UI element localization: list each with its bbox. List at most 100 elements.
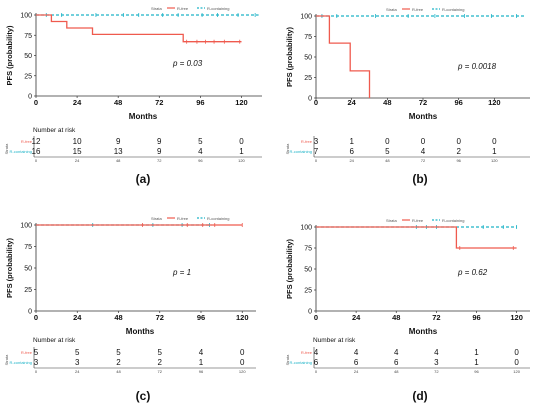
- risk-tick-label: 24: [354, 369, 359, 374]
- legend-label: R-containing: [442, 218, 464, 223]
- risk-value: 4: [434, 348, 439, 357]
- risk-value: 0: [492, 137, 497, 146]
- risk-tick-label: 72: [434, 369, 439, 374]
- x-tick-label: 96: [196, 98, 204, 107]
- risk-value: 7: [314, 147, 319, 156]
- legend-label: R-free: [412, 7, 424, 12]
- risk-table-title: Number at risk: [33, 337, 76, 344]
- risk-row-label: R-containing: [290, 360, 312, 365]
- risk-tick-label: 72: [157, 158, 162, 163]
- x-tick-label: 72: [419, 98, 427, 107]
- risk-value: 1: [199, 358, 204, 367]
- risk-value: 9: [157, 147, 162, 156]
- y-tick-label: 0: [308, 96, 312, 103]
- risk-tick-label: 96: [198, 158, 203, 163]
- risk-row-label: R-free: [21, 139, 33, 144]
- y-tick-label: 50: [24, 266, 32, 273]
- risk-tick-label: 96: [199, 369, 204, 374]
- x-tick-label: 48: [114, 313, 122, 322]
- risk-value: 3: [314, 137, 319, 146]
- p-value: p = 0.62: [457, 268, 488, 277]
- x-tick-label: 24: [347, 98, 356, 107]
- risk-tick-label: 48: [116, 158, 121, 163]
- risk-value: 10: [73, 137, 82, 146]
- risk-tick-label: 48: [385, 158, 390, 163]
- p-value: p = 1: [172, 268, 191, 277]
- x-axis-label: Months: [129, 112, 158, 121]
- risk-table-title: Number at risk: [313, 337, 356, 344]
- series-line-r-free: [316, 15, 371, 98]
- risk-tick-label: 24: [75, 158, 80, 163]
- risk-strata-label: Strata: [4, 354, 9, 365]
- y-tick-label: 0: [28, 94, 32, 101]
- risk-tick-label: 0: [35, 369, 38, 374]
- risk-value: 0: [239, 137, 244, 146]
- risk-row-label: R-containing: [290, 149, 312, 154]
- y-axis-label: PFS (probability): [285, 26, 294, 87]
- y-tick-label: 0: [28, 309, 32, 316]
- legend-title: Strata: [151, 6, 162, 11]
- panel-label: (a): [136, 172, 151, 186]
- risk-row-label: R-free: [21, 350, 33, 355]
- y-tick-label: 100: [20, 223, 32, 230]
- y-tick-label: 75: [24, 33, 32, 40]
- risk-value: 4: [421, 147, 426, 156]
- x-tick-label: 120: [236, 313, 249, 322]
- risk-strata-label: Strata: [285, 143, 290, 154]
- risk-tick-label: 120: [491, 158, 498, 163]
- y-tick-label: 25: [24, 287, 32, 294]
- risk-value: 12: [32, 137, 41, 146]
- y-tick-label: 75: [304, 34, 312, 41]
- risk-value: 2: [456, 147, 461, 156]
- x-tick-label: 24: [352, 313, 361, 322]
- x-tick-label: 48: [383, 98, 391, 107]
- risk-tick-label: 48: [116, 369, 121, 374]
- panel-label: (d): [412, 389, 427, 403]
- y-tick-label: 75: [304, 246, 312, 253]
- x-tick-label: 120: [235, 98, 248, 107]
- risk-strata-label: Strata: [4, 143, 9, 154]
- risk-value: 0: [514, 358, 519, 367]
- risk-tick-label: 72: [421, 158, 426, 163]
- risk-value: 1: [239, 147, 244, 156]
- risk-value: 1: [349, 137, 354, 146]
- y-axis-label: PFS (probability): [285, 238, 294, 299]
- y-tick-label: 25: [24, 73, 32, 80]
- risk-value: 13: [114, 147, 123, 156]
- risk-value: 4: [199, 348, 204, 357]
- risk-row-label: R-containing: [10, 149, 32, 154]
- risk-tick-label: 120: [239, 369, 246, 374]
- risk-value: 2: [158, 358, 163, 367]
- risk-value: 4: [354, 348, 359, 357]
- x-tick-label: 96: [454, 98, 462, 107]
- x-tick-label: 0: [314, 98, 318, 107]
- risk-tick-label: 120: [513, 369, 520, 374]
- y-axis-label: PFS (probability): [5, 25, 14, 86]
- panel-label: (b): [412, 172, 427, 186]
- risk-value: 5: [116, 348, 121, 357]
- risk-row-label: R-free: [301, 139, 313, 144]
- legend-label: R-containing: [207, 216, 229, 221]
- risk-value: 1: [474, 358, 479, 367]
- risk-value: 3: [434, 358, 439, 367]
- risk-value: 1: [492, 147, 497, 156]
- y-tick-label: 25: [304, 288, 312, 295]
- y-tick-label: 0: [308, 309, 312, 316]
- legend-label: R-containing: [207, 6, 229, 11]
- x-tick-label: 48: [392, 313, 400, 322]
- risk-value: 0: [240, 358, 245, 367]
- risk-value: 0: [456, 137, 461, 146]
- risk-value: 5: [75, 348, 80, 357]
- x-tick-label: 48: [114, 98, 122, 107]
- risk-value: 2: [116, 358, 121, 367]
- risk-value: 0: [421, 137, 426, 146]
- y-tick-label: 100: [20, 13, 32, 20]
- p-value: p = 0.03: [172, 59, 203, 68]
- risk-value: 4: [198, 147, 203, 156]
- y-tick-label: 25: [304, 75, 312, 82]
- y-tick-label: 50: [304, 55, 312, 62]
